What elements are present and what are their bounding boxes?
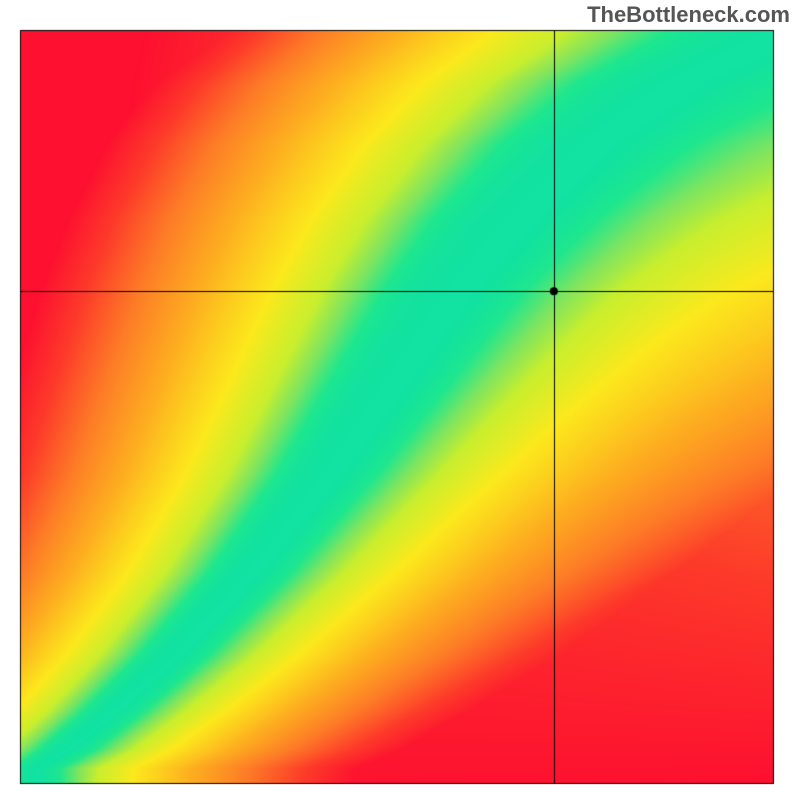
chart-container: TheBottleneck.com [0,0,800,800]
watermark-text: TheBottleneck.com [587,2,790,28]
heatmap-canvas [0,0,800,800]
